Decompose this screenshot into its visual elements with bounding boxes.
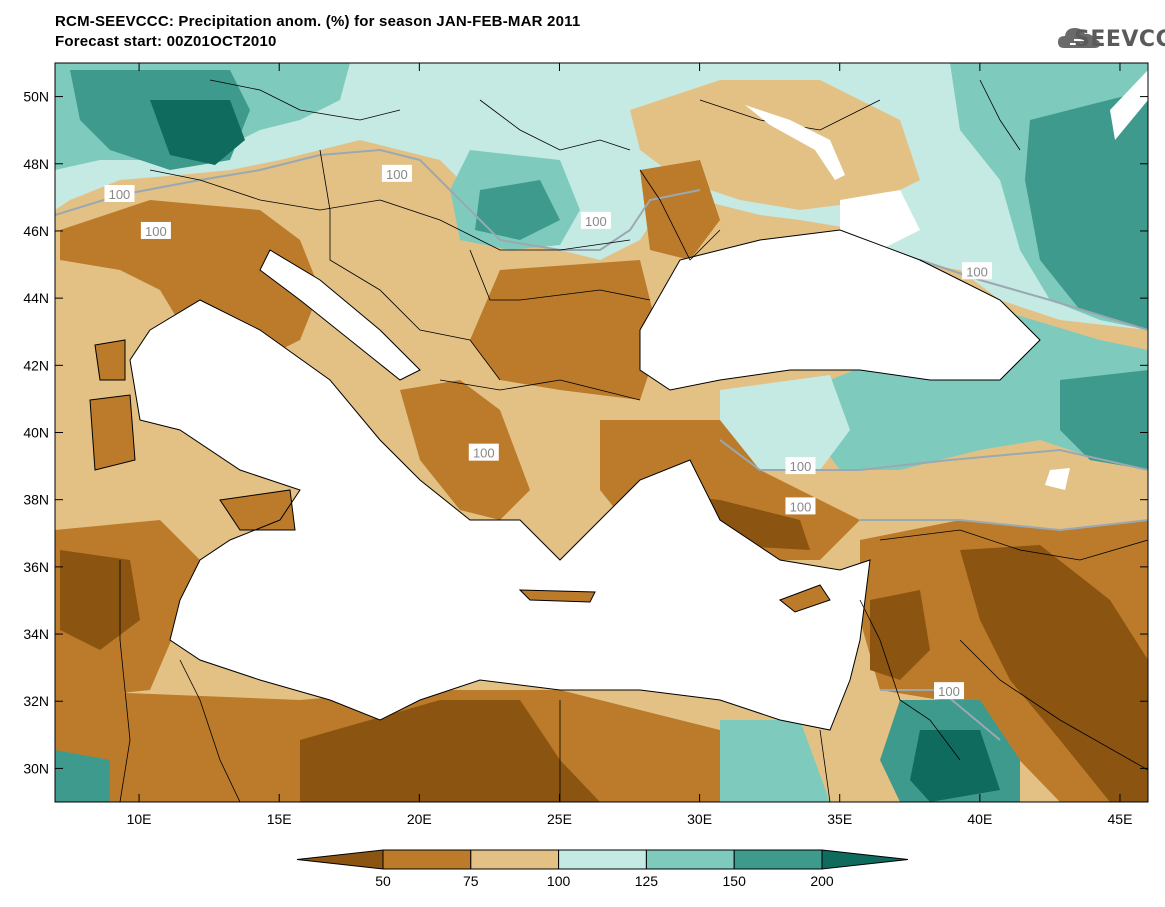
y-tick-label: 32N xyxy=(23,693,49,709)
coastlines xyxy=(89,229,1041,731)
field-dark-teal-russia xyxy=(1025,90,1148,330)
contour-label-bg xyxy=(104,185,135,203)
sea-mediterranean xyxy=(130,300,870,730)
x-tick-label: 45E xyxy=(1108,811,1133,827)
contour-label: 100 xyxy=(145,224,167,239)
field-brown-moldova xyxy=(640,160,720,260)
x-tick-label: 20E xyxy=(407,811,432,827)
island-corsica xyxy=(95,340,125,380)
contour-label: 100 xyxy=(966,264,988,279)
contour-100-levant xyxy=(860,519,1148,532)
field-teal-egypt xyxy=(720,720,830,802)
colorbar-labels: 50 75 100 125 150 200 xyxy=(375,873,834,889)
contour-label-bg xyxy=(468,443,499,461)
x-tick-label: 35E xyxy=(827,811,852,827)
sea-azov xyxy=(840,190,920,250)
colorbar-level-label: 75 xyxy=(463,873,479,889)
colorbar-level-label: 150 xyxy=(723,873,747,889)
island-sardinia xyxy=(90,395,135,470)
y-tick-label: 48N xyxy=(23,156,49,172)
field-dark-teal-georgia xyxy=(1060,370,1148,470)
field-dark-teal-carpathian xyxy=(475,180,560,240)
contour-label-bg xyxy=(381,164,412,182)
cloud-logo-icon xyxy=(1058,28,1100,48)
contour-label-bg xyxy=(962,262,993,280)
y-tick-label: 38N xyxy=(23,492,49,508)
latitude-axis: 50N 48N 46N 44N 42N 40N 38N 36N 34N 32N 30N xyxy=(23,89,1148,776)
colorbar-level-label: 50 xyxy=(375,873,391,889)
contour-label-bg xyxy=(785,457,816,475)
logo-text: SEEVCCC xyxy=(1074,27,1165,52)
contour-labels: 100 100 100 100 100 100 100 100 100 xyxy=(104,164,993,700)
field-dark-brown-libya xyxy=(300,700,600,802)
contour-label: 100 xyxy=(790,499,812,514)
field-brown-north-italy xyxy=(60,200,320,360)
field-deep-teal-core xyxy=(150,100,245,165)
colorbar-level-label: 100 xyxy=(547,873,571,889)
island-cyprus xyxy=(780,585,830,612)
field-teal-algeria xyxy=(55,750,110,802)
y-tick-label: 40N xyxy=(23,425,49,441)
y-tick-label: 42N xyxy=(23,357,49,373)
sea-adriatic xyxy=(260,250,420,380)
white-patch-east xyxy=(1045,468,1070,490)
y-tick-label: 34N xyxy=(23,626,49,642)
y-tick-label: 30N xyxy=(23,760,49,776)
contour-label: 100 xyxy=(473,446,495,461)
field-brown-greece xyxy=(400,380,530,520)
x-tick-label: 10E xyxy=(127,811,152,827)
white-patch-ne xyxy=(1110,70,1148,140)
y-tick-label: 36N xyxy=(23,559,49,575)
x-tick-label: 30E xyxy=(687,811,712,827)
contour-label-bg xyxy=(785,497,816,515)
white-patch-dnieper xyxy=(745,105,845,180)
field-dark-brown-lebanon xyxy=(870,590,930,680)
contour-100-caucasus xyxy=(919,259,1148,331)
y-tick-label: 46N xyxy=(23,223,49,239)
field-brown-romania-bulgaria xyxy=(470,260,660,400)
contour-100-north xyxy=(55,148,701,251)
field-light-teal-anatolia xyxy=(720,375,850,470)
y-tick-label: 44N xyxy=(23,290,49,306)
map-fields xyxy=(55,63,1148,802)
x-tick-label: 40E xyxy=(967,811,992,827)
island-sicily xyxy=(220,490,295,530)
contour-label: 100 xyxy=(938,684,960,699)
map-title: RCM-SEEVCCC: Precipitation anom. (%) for… xyxy=(55,13,581,30)
x-tick-label: 25E xyxy=(547,811,572,827)
contour-label: 100 xyxy=(585,214,607,229)
field-dark-brown-syria-iraq xyxy=(960,545,1148,802)
contour-100-anatolia xyxy=(719,439,1148,471)
contour-label: 100 xyxy=(790,459,812,474)
contour-label-bg xyxy=(140,221,171,239)
island-crete xyxy=(520,590,595,602)
field-deep-teal-arabia xyxy=(910,730,1000,802)
contour-label-bg xyxy=(580,211,611,229)
country-borders xyxy=(119,79,1148,802)
contour-label: 100 xyxy=(386,167,408,182)
precipitation-anomaly-map: 100 100 100 100 100 100 100 100 100 10E 15E 20E 25E… xyxy=(23,62,1149,827)
colorbar-level-label: 125 xyxy=(635,873,659,889)
x-tick-label: 15E xyxy=(267,811,292,827)
contour-label-bg xyxy=(934,682,965,700)
y-tick-label: 50N xyxy=(23,89,49,105)
forecast-start-subtitle: Forecast start: 00Z01OCT2010 xyxy=(55,33,277,50)
longitude-axis: 10E 15E 20E 25E 30E 35E 40E 45E xyxy=(127,63,1133,827)
colorbar-level-label: 200 xyxy=(810,873,834,889)
contour-label: 100 xyxy=(109,187,131,202)
